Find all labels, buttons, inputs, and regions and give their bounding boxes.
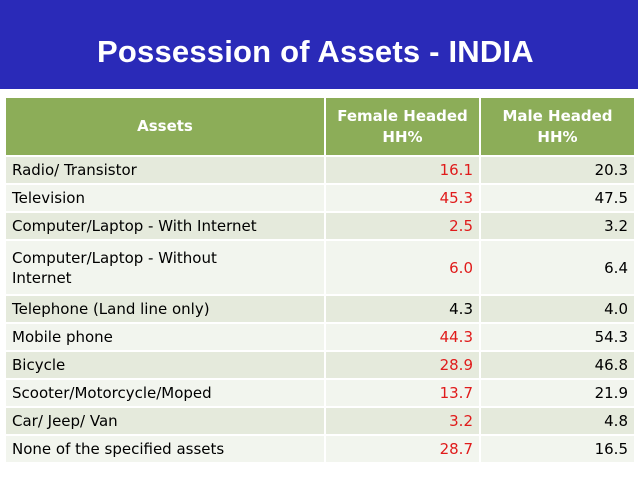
table-header-row: Assets Female Headed HH% Male Headed HH% (4, 96, 636, 157)
table-row: None of the specified assets 28.7 16.5 (4, 434, 636, 464)
table-row: Car/ Jeep/ Van 3.2 4.8 (4, 406, 636, 436)
male-value: 6.4 (479, 239, 636, 296)
table-row: Telephone (Land line only) 4.3 4.0 (4, 294, 636, 324)
female-value: 4.3 (324, 294, 481, 324)
asset-cell: Mobile phone (4, 322, 326, 352)
assets-table: Assets Female Headed HH% Male Headed HH%… (4, 96, 636, 464)
title-banner: Possession of Assets - INDIA (0, 0, 638, 93)
male-value: 20.3 (479, 155, 636, 185)
male-value: 3.2 (479, 211, 636, 241)
female-value: 16.1 (324, 155, 481, 185)
asset-cell: Scooter/Motorcycle/Moped (4, 378, 326, 408)
male-value: 47.5 (479, 183, 636, 213)
table-row: Radio/ Transistor 16.1 20.3 (4, 155, 636, 185)
female-value: 3.2 (324, 406, 481, 436)
male-value: 54.3 (479, 322, 636, 352)
female-value: 44.3 (324, 322, 481, 352)
male-value: 4.0 (479, 294, 636, 324)
male-value: 21.9 (479, 378, 636, 408)
table-row: Scooter/Motorcycle/Moped 13.7 21.9 (4, 378, 636, 408)
asset-cell: Computer/Laptop - With Internet (4, 211, 326, 241)
table-row: Mobile phone 44.3 54.3 (4, 322, 636, 352)
table-row: Computer/Laptop - With Internet 2.5 3.2 (4, 211, 636, 241)
male-value: 16.5 (479, 434, 636, 464)
table-row: Bicycle 28.9 46.8 (4, 350, 636, 380)
page-title: Possession of Assets - INDIA (97, 34, 534, 69)
asset-label-wrapped: Computer/Laptop - Without Internet (12, 248, 217, 287)
table-row: Computer/Laptop - Without Internet 6.0 6… (4, 239, 636, 296)
asset-cell: Radio/ Transistor (4, 155, 326, 185)
female-value: 28.9 (324, 350, 481, 380)
female-value: 2.5 (324, 211, 481, 241)
male-value: 4.8 (479, 406, 636, 436)
female-value: 6.0 (324, 239, 481, 296)
asset-cell: Computer/Laptop - Without Internet (4, 239, 326, 296)
asset-cell: Telephone (Land line only) (4, 294, 326, 324)
asset-cell: None of the specified assets (4, 434, 326, 464)
asset-cell: Television (4, 183, 326, 213)
header-assets: Assets (4, 96, 326, 157)
female-value: 45.3 (324, 183, 481, 213)
header-female: Female Headed HH% (324, 96, 481, 157)
table-row: Television 45.3 47.5 (4, 183, 636, 213)
male-value: 46.8 (479, 350, 636, 380)
female-value: 13.7 (324, 378, 481, 408)
female-value: 28.7 (324, 434, 481, 464)
asset-cell: Car/ Jeep/ Van (4, 406, 326, 436)
header-male: Male Headed HH% (479, 96, 636, 157)
asset-cell: Bicycle (4, 350, 326, 380)
